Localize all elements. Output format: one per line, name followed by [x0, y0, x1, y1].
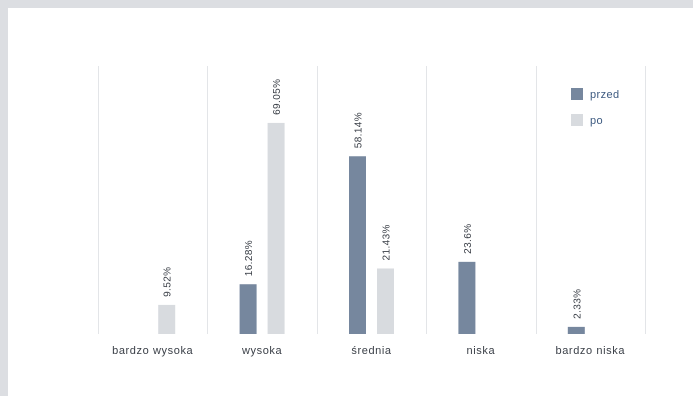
bar-przed	[458, 262, 475, 334]
data-label: 9.52%	[163, 267, 174, 297]
data-label: 23.6%	[463, 223, 474, 253]
x-tick-label: bardzo niska	[556, 345, 626, 357]
legend-swatch-po	[571, 114, 583, 126]
data-label: 2.33%	[572, 289, 583, 319]
data-label: 16.28%	[244, 240, 255, 276]
chart-panel: 16.28% 58.14% 23.6% 2.33% 9.52% 69.05% 21.43% …	[8, 8, 693, 396]
gridlines	[99, 66, 646, 334]
bars	[158, 123, 585, 334]
data-label: 58.14%	[354, 112, 365, 148]
bar-po	[377, 268, 394, 334]
data-label: 21.43%	[382, 224, 393, 260]
data-label: 69.05%	[272, 79, 283, 115]
x-tick-label: niska	[467, 345, 496, 357]
legend: przed po	[571, 88, 620, 127]
bar-po	[158, 305, 175, 334]
data-labels: 16.28% 58.14% 23.6% 2.33% 9.52% 69.05% 21.43%	[163, 79, 584, 319]
bar-przed	[240, 284, 257, 334]
x-axis-ticks: bardzo wysoka wysoka średnia niska bardzo ni…	[112, 345, 625, 357]
legend-swatch-przed	[571, 88, 583, 100]
bar-po	[268, 123, 285, 334]
bar-chart: 16.28%58.14%23.6%2.33%9.52%69.05%21.43% …	[8, 8, 693, 396]
x-tick-label: bardzo wysoka	[112, 345, 193, 357]
bar-przed	[349, 156, 366, 334]
x-tick-label: wysoka	[241, 345, 283, 357]
x-tick-label: średnia	[351, 345, 392, 357]
legend-label-po: po	[590, 115, 603, 127]
bar-przed	[568, 327, 585, 334]
legend-label-przed: przed	[590, 89, 620, 101]
